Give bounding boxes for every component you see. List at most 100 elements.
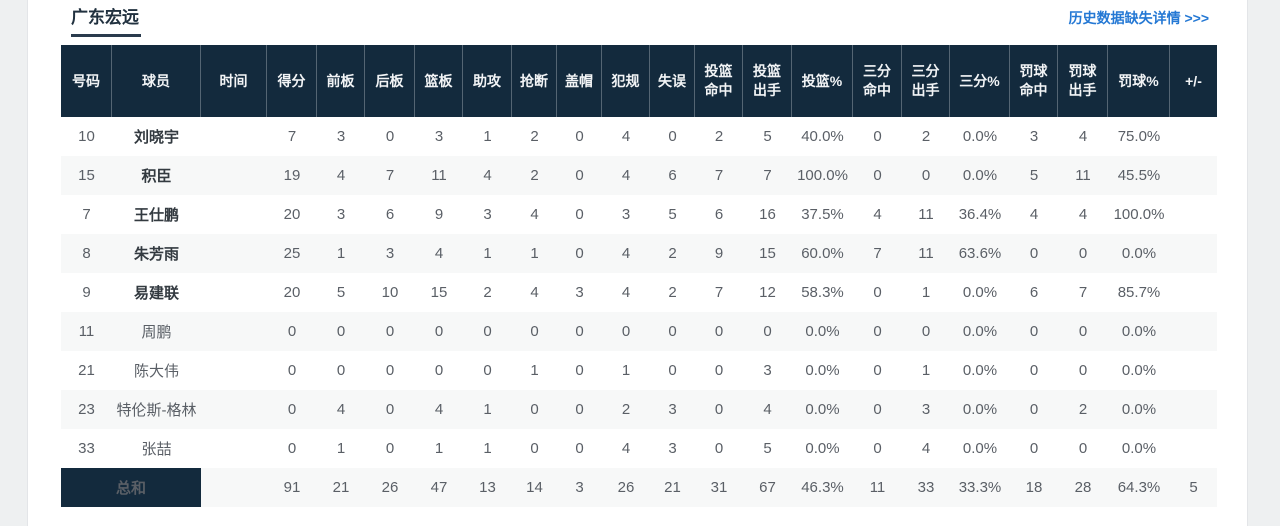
cell-reb: 0 (434, 362, 444, 379)
cell-tpa: 0 (902, 156, 950, 195)
cell-tp-pct: 0.0% (962, 128, 998, 145)
cell-reb: 3 (434, 128, 444, 145)
cell-fga: 0 (743, 312, 792, 351)
cell-time (201, 195, 267, 234)
column-header-tpa: 三分 出手 (902, 45, 950, 117)
cell-ftm: 0 (1010, 312, 1058, 351)
cell-tpm: 0 (873, 440, 882, 457)
table-row: 7 王仕鹏 20 3 6 9 3 4 0 3 5 6 16 37.5% 4 11 36.4% 4 4 100.0% (61, 195, 1217, 234)
cell-fta: 4 (1078, 128, 1088, 145)
totals-cell-plus-minus: 5 (1170, 468, 1217, 507)
cell-fgm: 6 (714, 206, 724, 223)
cell-plus-minus (1170, 429, 1217, 468)
totals-cell-ft-pct: 64.3% (1108, 468, 1170, 507)
cell-blk: 3 (575, 284, 584, 301)
cell-stl: 0 (512, 390, 557, 429)
column-header-time: 时间 (201, 45, 267, 117)
cell-tp-pct: 0.0% (962, 284, 998, 301)
cell-fta: 0 (1058, 312, 1108, 351)
cell-oreb: 0 (317, 312, 365, 351)
cell-player: 积臣 (112, 156, 201, 195)
cell-time (201, 156, 267, 195)
cell-dreb: 3 (365, 234, 415, 273)
cell-ast: 1 (463, 234, 512, 273)
cell-dreb: 0 (385, 128, 395, 145)
column-header-reb: 篮板 (415, 45, 463, 117)
totals-cell-fga: 67 (743, 468, 792, 507)
cell-to: 2 (668, 284, 677, 301)
cell-oreb: 4 (317, 390, 365, 429)
column-header-player: 球员 (112, 45, 201, 117)
cell-to: 0 (650, 312, 695, 351)
totals-cell-reb: 47 (415, 468, 463, 507)
totals-label: 总和 (61, 468, 201, 507)
cell-points: 0 (267, 312, 317, 351)
cell-ftm: 5 (1010, 156, 1058, 195)
cell-stl: 2 (512, 156, 557, 195)
cell-player: 易建联 (133, 285, 179, 302)
history-data-link[interactable]: 历史数据缺失详情 >>> (1068, 10, 1209, 26)
cell-reb: 1 (434, 440, 444, 457)
cell-tp-pct: 0.0% (962, 440, 998, 457)
cell-stl: 4 (530, 206, 539, 223)
cell-fta: 4 (1078, 206, 1088, 223)
cell-fga: 7 (743, 156, 792, 195)
cell-fg-pct: 58.3% (801, 284, 844, 301)
cell-pf: 4 (621, 440, 631, 457)
column-header-to: 失误 (650, 45, 695, 117)
cell-to: 3 (650, 390, 695, 429)
cell-reb: 15 (430, 284, 448, 301)
cell-number: 33 (78, 440, 95, 457)
table-row: 10 刘晓宇 7 3 0 3 1 2 0 4 0 2 5 40.0% 0 2 0.0% 3 4 75.0% (61, 117, 1217, 156)
cell-fgm: 0 (695, 390, 743, 429)
totals-cell-oreb: 21 (317, 468, 365, 507)
cell-fta: 0 (1078, 440, 1088, 457)
player-stats-table: 号码 球员 时间 得分 前板 后板 篮板 助攻 抢断 盖帽 犯规 失误 投篮 命中 投篮 出手 投篮% 三分 … (61, 45, 1217, 507)
cell-fta: 2 (1058, 390, 1108, 429)
cell-fgm: 0 (714, 362, 724, 379)
cell-dreb: 0 (365, 390, 415, 429)
cell-fg-pct: 0.0% (805, 362, 840, 379)
column-header-tpm: 三分 命中 (853, 45, 902, 117)
cell-dreb: 6 (385, 206, 395, 223)
cell-oreb: 1 (336, 440, 346, 457)
cell-stl: 1 (530, 362, 539, 379)
cell-plus-minus (1170, 195, 1217, 234)
cell-ftm: 0 (1029, 362, 1039, 379)
cell-player: 朱芳雨 (112, 234, 201, 273)
cell-to: 2 (650, 234, 695, 273)
totals-cell-tpa: 33 (902, 468, 950, 507)
cell-fg-pct: 37.5% (801, 206, 844, 223)
totals-cell-ast: 13 (463, 468, 512, 507)
cell-number: 7 (82, 206, 91, 223)
cell-to: 0 (668, 128, 677, 145)
cell-fg-pct: 0.0% (805, 440, 840, 457)
cell-time (201, 312, 267, 351)
cell-to: 6 (650, 156, 695, 195)
cell-points: 25 (267, 234, 317, 273)
cell-reb: 11 (415, 156, 463, 195)
cell-tpm: 0 (853, 156, 902, 195)
cell-ft-pct: 0.0% (1108, 390, 1170, 429)
column-header-ftm: 罚球 命中 (1010, 45, 1058, 117)
title-underline (71, 34, 141, 37)
totals-cell-tp-pct: 33.3% (950, 468, 1010, 507)
cell-fta: 11 (1058, 156, 1108, 195)
cell-pf: 4 (602, 234, 650, 273)
column-header-blk: 盖帽 (557, 45, 602, 117)
cell-player: 张喆 (141, 441, 172, 458)
totals-cell-tpm: 11 (853, 468, 902, 507)
table-body: 10 刘晓宇 7 3 0 3 1 2 0 4 0 2 5 40.0% 0 2 0.0% 3 4 75.0% 15 积臣 19… (61, 117, 1217, 507)
cell-time (201, 429, 267, 468)
cell-ftm: 4 (1029, 206, 1039, 223)
cell-fgm: 7 (714, 284, 724, 301)
cell-stl: 2 (530, 128, 539, 145)
totals-cell-ftm: 18 (1010, 468, 1058, 507)
table-row: 21 陈大伟 0 0 0 0 0 1 0 1 0 0 3 0.0% 0 1 0.0% 0 0 0.0% (61, 351, 1217, 390)
cell-tpa: 2 (921, 128, 931, 145)
cell-tpa: 1 (921, 362, 931, 379)
cell-pf: 4 (621, 284, 631, 301)
cell-time (201, 351, 267, 390)
cell-fg-pct: 100.0% (792, 156, 853, 195)
cell-ftm: 6 (1029, 284, 1039, 301)
